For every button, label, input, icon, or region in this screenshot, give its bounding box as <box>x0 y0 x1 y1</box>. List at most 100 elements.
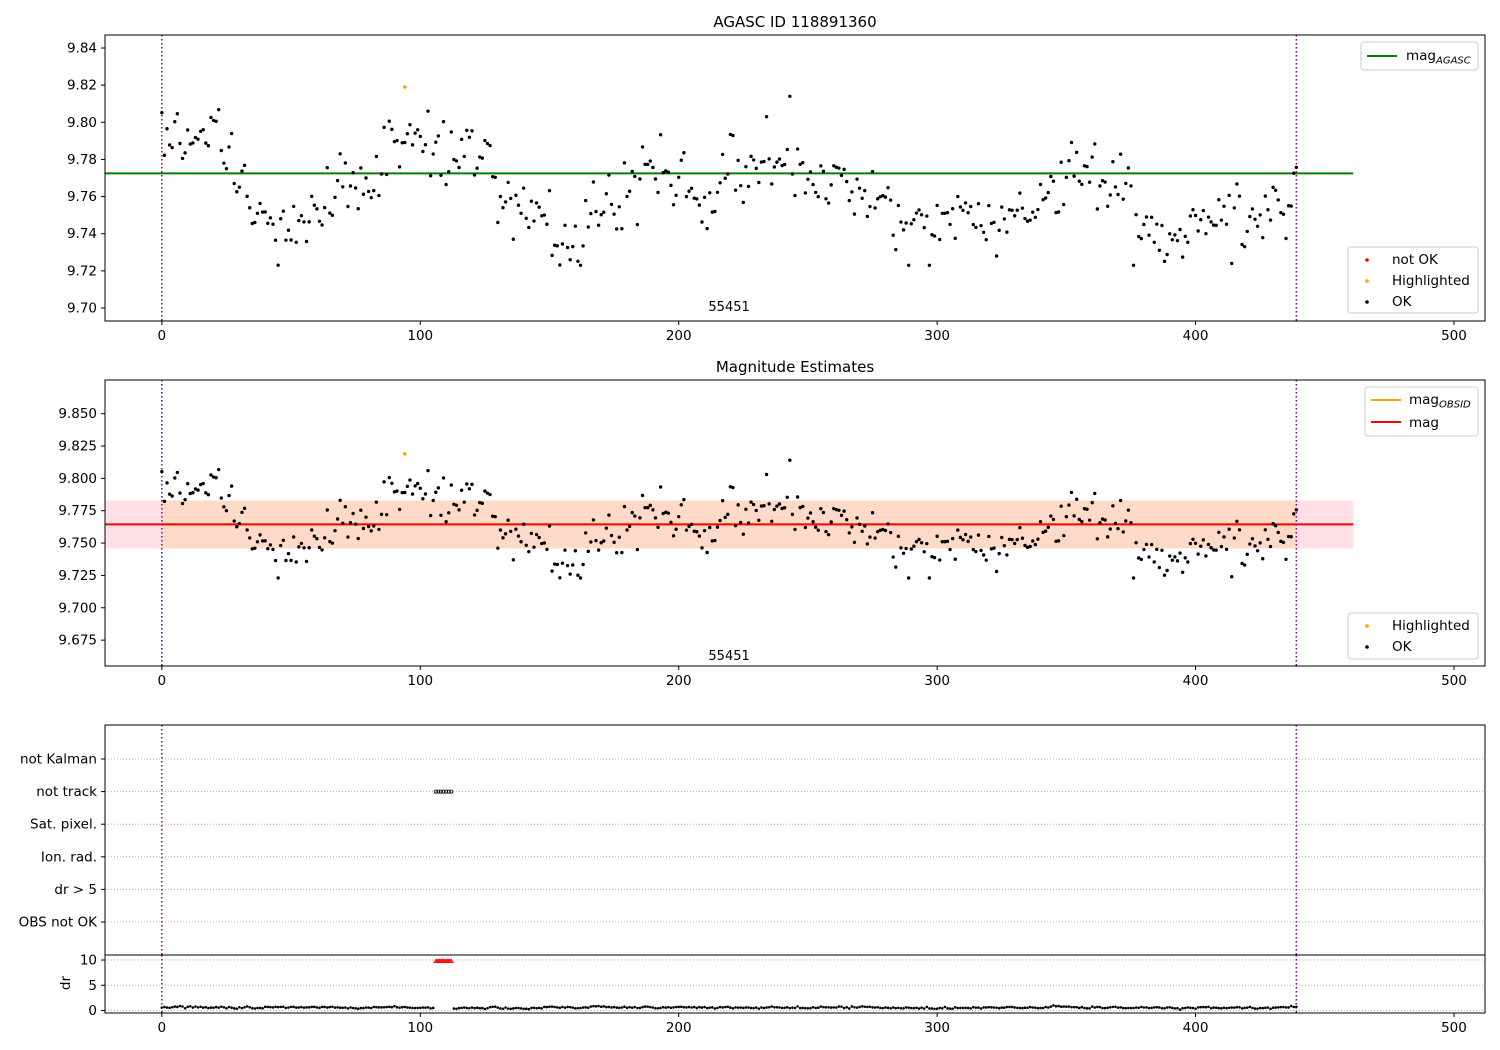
ok-point <box>421 149 425 154</box>
dr-point <box>406 1006 409 1009</box>
x-tick-label: 100 <box>407 328 433 344</box>
dr-point <box>925 1005 929 1009</box>
ok-point <box>589 540 593 544</box>
ok-point <box>560 561 565 565</box>
dr-point <box>997 1006 1001 1010</box>
x-tick-label: 300 <box>924 673 950 689</box>
y-tick-label: 9.82 <box>67 78 97 94</box>
ok-point <box>917 537 921 542</box>
highlighted-point <box>402 85 407 89</box>
ok-point <box>602 539 606 543</box>
dr-point <box>816 1006 820 1010</box>
dr-point <box>369 1006 373 1010</box>
dr-point <box>1186 1006 1190 1009</box>
ok-point <box>1170 238 1175 242</box>
flag-point <box>446 789 451 794</box>
ok-point <box>1062 202 1066 207</box>
dr-point <box>1134 1006 1138 1009</box>
dr-point <box>475 1006 479 1010</box>
ok-point <box>1230 261 1234 266</box>
ok-point <box>718 518 722 523</box>
ok-point <box>1082 506 1087 511</box>
ok-point <box>405 484 410 489</box>
plot-frame <box>104 379 1486 667</box>
dr-point <box>240 1006 244 1010</box>
ok-point <box>992 220 996 225</box>
dr-point <box>1026 1006 1029 1010</box>
dr-point <box>791 1006 794 1009</box>
dr-point <box>354 1007 357 1010</box>
ok-point <box>646 162 650 167</box>
ok-point <box>545 222 549 226</box>
ok-point <box>956 194 960 199</box>
dr-point <box>584 1006 587 1009</box>
ok-point <box>180 501 185 506</box>
ok-point <box>852 540 857 545</box>
dr-point <box>181 1005 184 1008</box>
ok-point <box>576 259 580 264</box>
ok-point <box>377 527 381 532</box>
ok-point <box>1077 179 1081 183</box>
dr-point <box>1191 1006 1195 1010</box>
dr-point <box>225 1006 228 1010</box>
dr-point <box>677 1005 681 1009</box>
ok-point <box>790 512 795 517</box>
ok-point <box>343 161 348 165</box>
dr-point <box>1103 1006 1107 1010</box>
ok-point <box>335 178 340 183</box>
flag-category-label: not track <box>36 784 97 800</box>
dr-point <box>878 1006 882 1010</box>
ok-point <box>167 492 172 496</box>
dr-point <box>1013 1006 1016 1009</box>
legend-line-label-obsid: magOBSID <box>1409 392 1471 411</box>
ok-point <box>346 204 350 209</box>
ok-point <box>821 169 826 174</box>
ok-point <box>767 157 771 161</box>
ok-point <box>470 482 474 487</box>
ok-point <box>829 520 833 524</box>
ok-point <box>302 220 306 224</box>
dr-point <box>977 1006 980 1009</box>
dr-point <box>483 1007 487 1011</box>
dr-point <box>752 1006 755 1010</box>
ok-point <box>273 558 278 563</box>
ok-point <box>873 206 877 210</box>
ok-point <box>532 545 536 549</box>
ok-point <box>395 489 399 493</box>
ok-point <box>170 145 174 150</box>
ok-point <box>232 519 236 523</box>
ok-point <box>674 527 678 531</box>
ok-point <box>465 482 469 486</box>
ok-point <box>397 165 402 169</box>
ok-point <box>488 143 492 148</box>
dr-point <box>638 1006 642 1010</box>
ok-point <box>772 165 777 169</box>
ok-point <box>925 541 929 546</box>
ok-point <box>829 183 833 187</box>
ok-point <box>1281 540 1286 545</box>
dr-point <box>605 1005 608 1009</box>
ok-point <box>302 546 306 550</box>
dr-point <box>1282 1005 1285 1009</box>
ok-point <box>713 538 717 543</box>
dr-point <box>628 1005 631 1009</box>
ok-point <box>268 543 273 547</box>
ok-point <box>465 128 469 133</box>
plot-frame <box>104 34 1486 322</box>
ok-point <box>1069 140 1074 145</box>
dr-point <box>625 1006 629 1010</box>
ok-point <box>532 219 536 223</box>
ok-point <box>418 134 422 139</box>
ok-point <box>1018 191 1022 195</box>
y-tick-label: 9.725 <box>58 568 97 584</box>
ok-point <box>431 152 435 156</box>
ok-point <box>310 528 314 532</box>
ok-point <box>338 152 342 156</box>
ok-point <box>1165 252 1169 257</box>
ok-point <box>1222 535 1226 539</box>
ok-point <box>824 529 828 534</box>
ok-point <box>596 548 601 552</box>
highlighted-point <box>402 451 407 456</box>
dr-point <box>576 1006 580 1010</box>
dr-point <box>543 1005 546 1009</box>
